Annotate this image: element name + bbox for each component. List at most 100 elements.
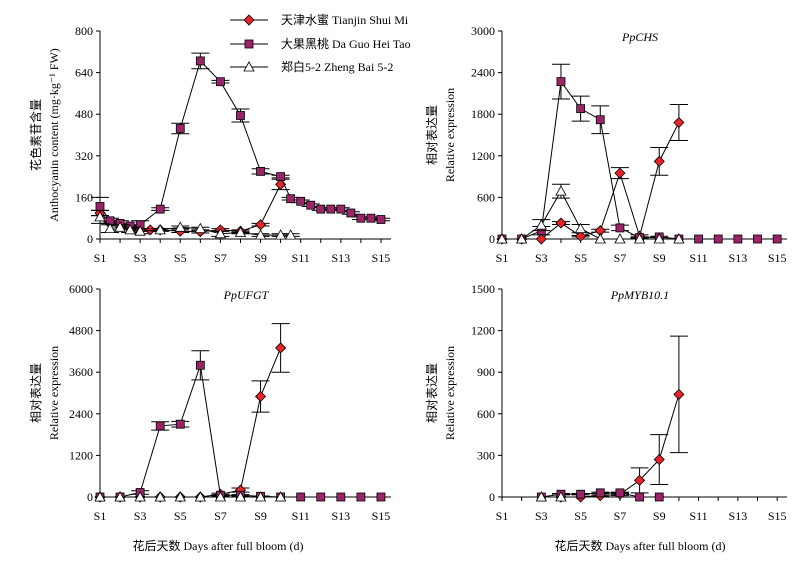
data-point-square [195,56,205,66]
data-point-triangle [254,491,267,502]
y-tick-label: 640 [75,66,93,80]
data-point-square [346,208,356,218]
series-2 [91,52,390,231]
x-tick-label: S7 [214,251,227,265]
data-point-triangle [154,224,166,235]
data-point-triangle [114,491,126,502]
x-tick-label: S3 [134,509,147,523]
data-point-square [336,492,346,502]
y-axis-label-en: Relative expression [443,346,457,440]
data-point-triangle [515,233,528,244]
x-tick-label: S3 [134,251,147,265]
legend-entry-tianjin: 天津水蜜 Tianjin Shui Mi [230,12,409,27]
data-point-square [615,488,625,498]
y-tick-label: 1800 [471,107,495,121]
data-point-square [376,492,386,502]
series-1 [496,103,688,245]
data-point-triangle [174,491,186,502]
data-point-diamond [653,155,665,167]
data-point-square [155,421,165,431]
data-point-triangle [555,185,567,196]
x-tick-label: S11 [292,509,310,523]
series-2 [497,63,782,244]
y-tick-label: 3000 [471,24,495,38]
y-tick-label: 2400 [69,407,93,421]
data-point-triangle [653,233,665,244]
legend-entry-zhengbai: 郑白5-2 Zheng Bai 5-2 [230,59,393,74]
x-tick-label: S13 [331,509,350,523]
data-point-square [236,111,245,120]
data-point-triangle [234,226,247,237]
data-point-diamond [275,342,287,354]
data-point-square [306,200,316,210]
data-point-diamond [254,219,267,231]
data-point-triangle [214,227,227,239]
x-tick-label: S1 [94,509,107,523]
x-tick-label: S11 [689,251,707,265]
data-point-square [694,234,703,244]
y-tick-label: 3600 [69,365,93,379]
data-point-triangle [214,491,227,502]
series-3 [94,491,287,502]
y-tick-label: 4800 [69,324,93,338]
x-tick-label: S13 [729,509,748,523]
data-point-diamond [634,474,646,486]
data-point-triangle [94,211,106,222]
data-point-square [296,196,306,206]
data-point-diamond [653,453,665,466]
y-tick-label: 600 [477,407,495,421]
data-point-square [635,492,644,502]
panel-title: PpMYB10.1 [610,288,669,302]
x-tick-label: S15 [372,251,391,265]
series-line [100,365,381,498]
y-tick-label: 0 [489,490,495,504]
series-line [560,394,680,498]
legend: 天津水蜜 Tianjin Shui Mi 大果黑桃 Da Guo Hei Tao… [230,12,411,74]
y-axis-label-cn: 相对表达量 [29,363,43,423]
data-point-triangle [633,233,646,244]
data-point-triangle [94,491,106,502]
series-line [99,59,382,227]
data-point-square [772,234,782,244]
data-point-square [175,124,185,133]
legend-entry-daguo: 大果黑桃 Da Guo Hei Tao [230,36,411,51]
y-tick-label: 1200 [69,448,93,462]
data-point-square [326,204,336,214]
data-point-triangle [134,225,146,236]
y-tick-label: 1500 [471,282,495,296]
y-tick-label: 0 [489,232,495,246]
y-tick-label: 160 [75,190,93,204]
data-point-square [95,202,105,211]
y-tick-label: 900 [477,365,495,379]
square-marker-icon [244,39,254,49]
x-tick-label: S15 [372,509,391,523]
x-tick-label: S11 [689,509,707,523]
data-point-triangle [673,233,685,244]
data-point-square [216,77,225,87]
y-axis-label-en: Anthocyanin content (mg·kg⁻¹ FW) [47,48,61,222]
data-point-square [595,115,605,125]
y-tick-label: 6000 [69,282,93,296]
y-axis-label-en: Relative expression [47,346,61,440]
data-point-triangle [535,491,547,502]
y-tick-label: 1200 [471,324,495,338]
panel-3: 0 1200 2400 3600 4800 6000 S1 S3 S5 S7 S9 S11 S13 S15… [29,282,391,523]
y-tick-label: 800 [75,24,93,38]
data-point-triangle [234,491,247,502]
series-line [502,122,680,240]
series-line [100,347,282,498]
panel-4: 0 300 600 900 1200 1500 S1 S3 S5 S7 S9 S11 S13 S15 PpM… [425,282,787,523]
y-axis-label-cn: 相对表达量 [425,105,439,165]
x-tick-label: S7 [614,251,627,265]
data-point-triangle [154,491,166,502]
data-point-triangle [114,221,126,232]
x-tick-label: S15 [768,251,787,265]
y-axis-label-cn: 相对表达量 [425,363,439,423]
y-axis-label-cn: 花色素苷含量 [28,99,43,171]
data-point-square [356,213,366,223]
data-point-triangle [274,491,287,502]
data-point-square [155,204,165,214]
data-point-triangle [124,224,136,235]
legend-label-zhengbai: 郑白5-2 Zheng Bai 5-2 [281,59,393,74]
